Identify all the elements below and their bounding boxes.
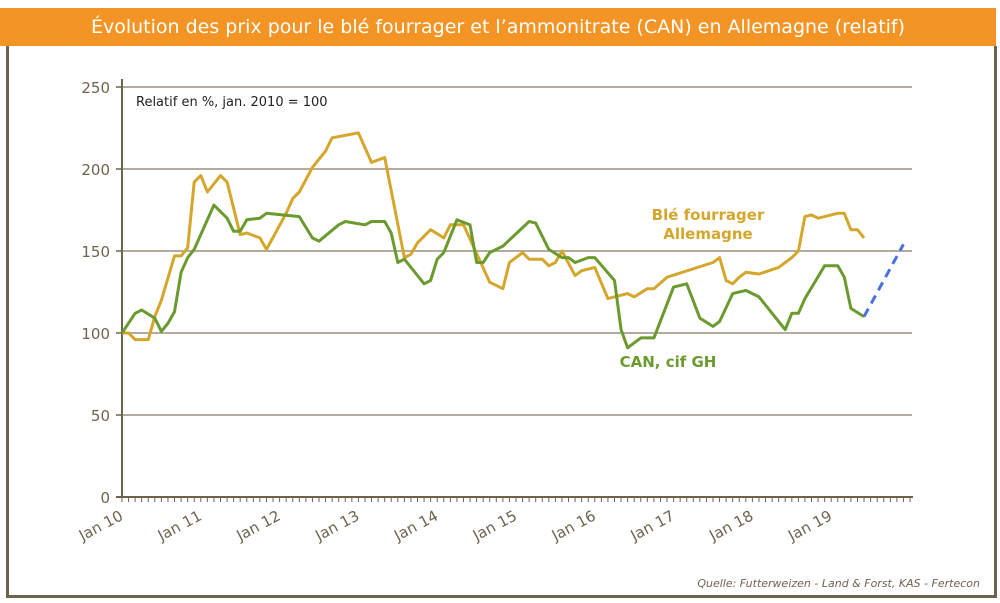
y-tick-label: 0 <box>100 489 110 507</box>
x-tick-label: Jan 11 <box>154 507 205 545</box>
x-tick-label: Jan 13 <box>311 507 362 545</box>
y-tick-label: 50 <box>91 407 110 425</box>
series-line-wheat <box>122 131 866 342</box>
x-tick-label: Jan 18 <box>705 507 756 545</box>
y-tick-label: 100 <box>81 325 110 343</box>
source-note: Quelle: Futterweizen - Land & Forst, KAS… <box>697 577 980 590</box>
x-tick-label: Jan 10 <box>75 507 126 545</box>
x-tick-label: Jan 16 <box>548 507 599 545</box>
chart-subtitle: Relatif en %, jan. 2010 = 100 <box>136 95 328 110</box>
series-line-can <box>120 203 865 350</box>
legend-label-wheat-line1: Blé fourrager <box>652 206 765 224</box>
chart-title: Évolution des prix pour le blé fourrager… <box>0 8 996 46</box>
x-tick-label: Jan 15 <box>469 507 520 545</box>
legend-label-wheat-line2: Allemagne <box>663 225 752 243</box>
legend-label-can: CAN, cif GH <box>620 353 717 371</box>
y-tick-label: 150 <box>81 243 110 261</box>
x-tick-label: Jan 12 <box>233 507 284 545</box>
chart-frame <box>6 46 997 598</box>
x-tick-label: Jan 17 <box>627 507 678 545</box>
y-tick-label: 200 <box>81 161 110 179</box>
series-line-projection <box>862 243 905 318</box>
x-tick-label: Jan 19 <box>784 507 835 545</box>
x-tick-label: Jan 14 <box>390 507 441 545</box>
y-tick-label: 250 <box>81 79 110 97</box>
